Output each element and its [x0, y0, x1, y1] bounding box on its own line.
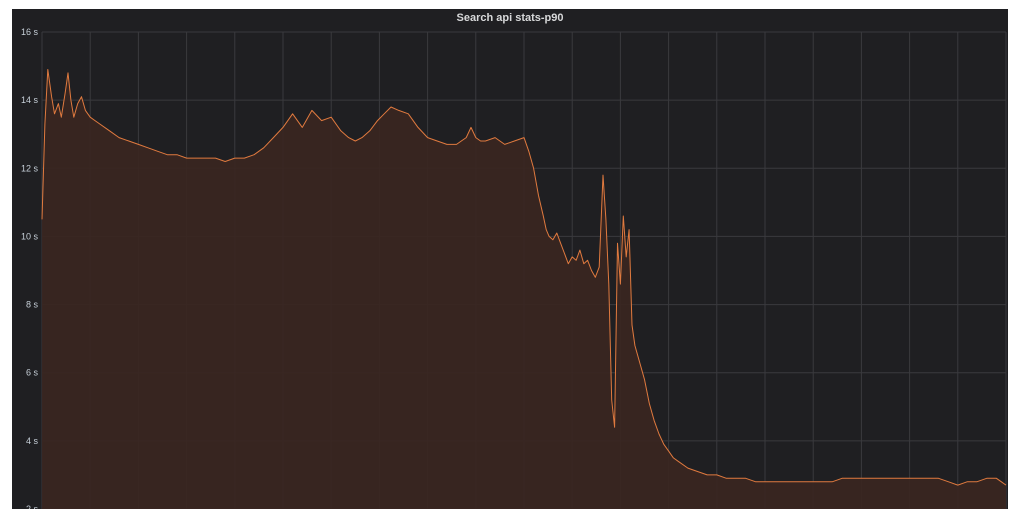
chart: 2 s 4 s 6 s 8 s 10 s 12 s 14 s 16 s	[21, 27, 1007, 509]
y-tick-label: 4 s	[26, 436, 39, 446]
y-tick-label: 12 s	[21, 163, 39, 173]
y-tick-label: 2 s	[26, 504, 39, 509]
series-area	[42, 69, 1006, 509]
y-tick-label: 8 s	[26, 300, 39, 310]
graph-panel: Search api stats-p90 2 s 4 s 6 s 8 s 10 s 12 …	[12, 9, 1008, 509]
series-layer	[41, 69, 1007, 509]
y-axis: 2 s 4 s 6 s 8 s 10 s 12 s 14 s 16 s	[21, 27, 39, 509]
series-line[interactable]	[41, 69, 1007, 486]
y-tick-label: 16 s	[21, 27, 39, 37]
panel-title[interactable]: Search api stats-p90	[456, 12, 564, 24]
y-tick-label: 6 s	[26, 368, 39, 378]
y-tick-label: 10 s	[21, 231, 39, 241]
y-tick-label: 14 s	[21, 95, 39, 105]
